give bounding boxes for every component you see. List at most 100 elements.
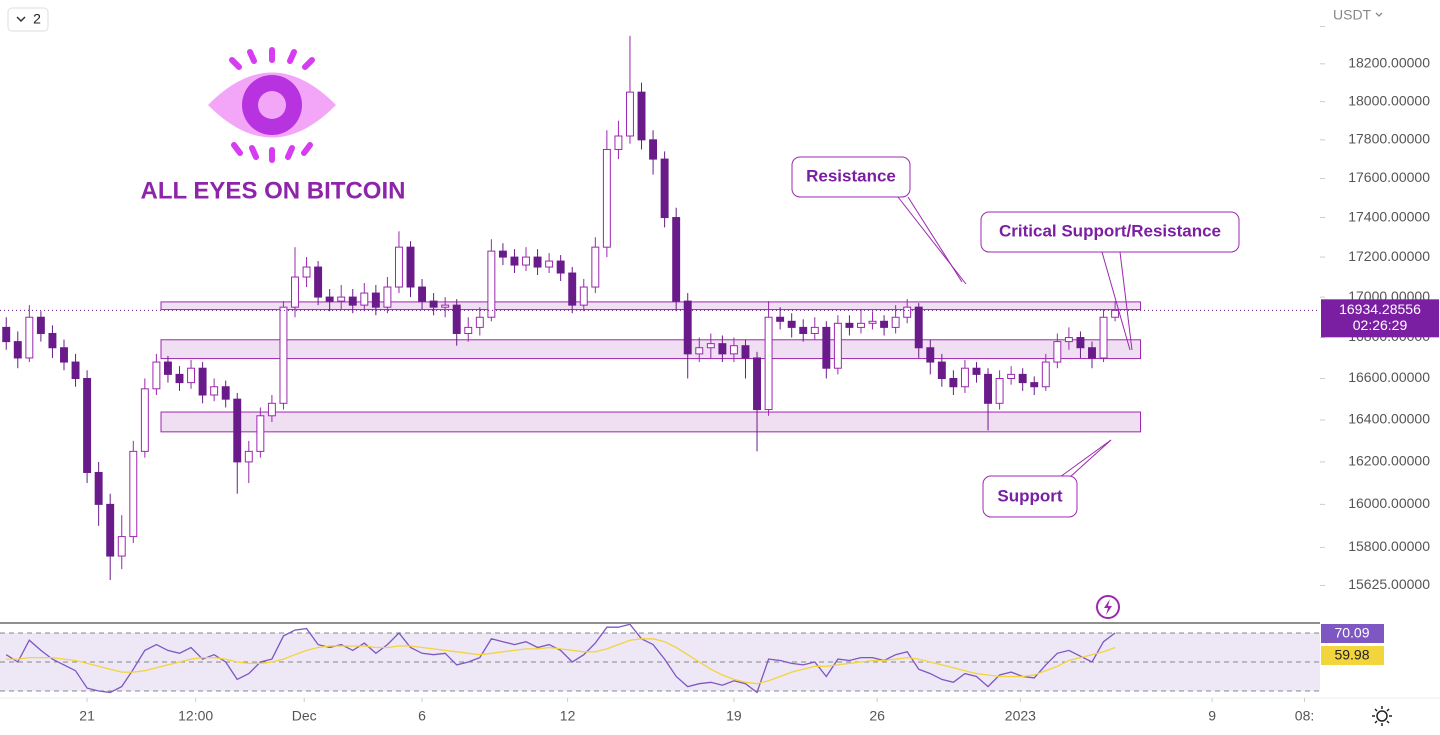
- annotation: Support: [997, 486, 1062, 505]
- currency-selector[interactable]: USDT: [1325, 2, 1435, 30]
- countdown: 02:26:29: [1353, 317, 1408, 333]
- candle-body: [568, 272, 577, 306]
- x-tick-label: 12:00: [178, 708, 213, 724]
- candle-body: [429, 300, 438, 308]
- alert-icon[interactable]: [1096, 595, 1120, 619]
- y-tick-label: 16400.00000: [1348, 411, 1430, 427]
- candle-body: [152, 361, 161, 390]
- candle-body: [71, 361, 80, 379]
- candle-body: [522, 256, 530, 266]
- rsi-line: [6, 638, 1116, 685]
- candle-body: [279, 306, 288, 404]
- logo: ALL EYES ON BITCOIN: [141, 47, 406, 204]
- candle-body: [348, 296, 357, 306]
- candle-body: [48, 332, 57, 349]
- candle-body: [325, 296, 334, 302]
- candle-body: [683, 300, 692, 355]
- candle-body: [60, 347, 68, 363]
- candle-body: [1064, 337, 1073, 343]
- rsi-value-label: 70.09: [1334, 625, 1369, 641]
- candle-body: [672, 217, 681, 302]
- currency: USDT: [1333, 7, 1372, 23]
- y-tick-label: 16000.00000: [1348, 495, 1430, 511]
- candle-body: [533, 256, 542, 268]
- candle-body: [1030, 382, 1039, 388]
- candle-body: [1099, 316, 1108, 359]
- candle-body: [106, 503, 115, 557]
- candle-body: [776, 316, 785, 322]
- candle-body: [1053, 341, 1062, 363]
- candle-body: [614, 135, 623, 150]
- candle-body: [891, 316, 900, 328]
- y-tick-label: 17400.00000: [1348, 208, 1430, 224]
- x-tick-label: 21: [79, 708, 95, 724]
- candle-body: [187, 367, 196, 384]
- axes: 18400.0000018200.0000018000.0000017800.0…: [0, 17, 1440, 724]
- x-tick-label: 26: [869, 708, 885, 724]
- y-tick-label: 16600.00000: [1348, 369, 1430, 385]
- candle-body: [256, 415, 265, 452]
- candle-body: [1111, 309, 1120, 318]
- candle-body: [510, 256, 519, 266]
- rsi-value-box: [1321, 624, 1384, 643]
- candle-body: [244, 450, 253, 463]
- candle-body: [880, 320, 889, 328]
- candle-body: [302, 266, 311, 278]
- price-zone: [160, 411, 1142, 433]
- candle-body: [706, 343, 715, 349]
- candle-body: [291, 276, 299, 308]
- candle-body: [845, 322, 854, 328]
- candle-body: [984, 373, 993, 404]
- last-price-label: 16934.28556: [1339, 301, 1421, 317]
- x-tick-label: 9: [1208, 708, 1216, 724]
- x-tick-label: 2023: [1005, 708, 1036, 724]
- settings-icon[interactable]: [1372, 706, 1392, 726]
- annotation: Critical Support/Resistance: [999, 221, 1221, 240]
- candle-body: [36, 316, 45, 334]
- y-tick-label: 17200.00000: [1348, 248, 1430, 264]
- candle-body: [83, 377, 92, 473]
- x-tick-label: 6: [418, 708, 426, 724]
- candle-body: [129, 450, 138, 538]
- rsi-line: [5, 624, 1116, 694]
- rsi-value-label: 59.98: [1334, 647, 1369, 663]
- candle-body: [383, 286, 392, 308]
- candle-body: [857, 322, 865, 328]
- y-tick-label: 18200.00000: [1348, 55, 1430, 71]
- price-zone: [160, 301, 1142, 311]
- candle-body: [360, 292, 369, 306]
- candle-body: [2, 326, 11, 343]
- candle-body: [937, 361, 946, 379]
- x-tick-label: Dec: [292, 708, 317, 724]
- candle-body: [140, 388, 149, 452]
- candle-body: [799, 326, 808, 334]
- interval-button[interactable]: 2: [7, 7, 49, 32]
- candle-body: [591, 246, 600, 288]
- candle-body: [764, 316, 773, 411]
- candle-body: [903, 306, 912, 318]
- x-tick-label: 12: [560, 708, 576, 724]
- candle-body: [949, 377, 958, 388]
- candle-body: [695, 347, 704, 355]
- candle-body: [868, 320, 877, 324]
- candle-body: [25, 316, 34, 359]
- x-tick-label: 19: [726, 708, 742, 724]
- candle-body: [729, 345, 738, 355]
- y-tick-label: 18000.00000: [1348, 92, 1430, 108]
- candle-body: [94, 471, 103, 505]
- y-tick-label: 15625.00000: [1348, 576, 1430, 592]
- candle-body: [822, 326, 831, 369]
- candle-body: [833, 322, 842, 369]
- rsi-panel: [0, 624, 1320, 694]
- logo-text: ALL EYES ON BITCOIN: [141, 177, 406, 204]
- candle-body: [210, 386, 219, 396]
- candle-body: [741, 345, 750, 359]
- candle-body: [972, 367, 981, 375]
- candle-body: [602, 148, 611, 248]
- candle-body: [960, 367, 969, 388]
- annotation: Resistance: [806, 166, 896, 185]
- candle-body: [371, 292, 380, 308]
- candle-body: [394, 246, 403, 288]
- candle-body: [498, 250, 507, 258]
